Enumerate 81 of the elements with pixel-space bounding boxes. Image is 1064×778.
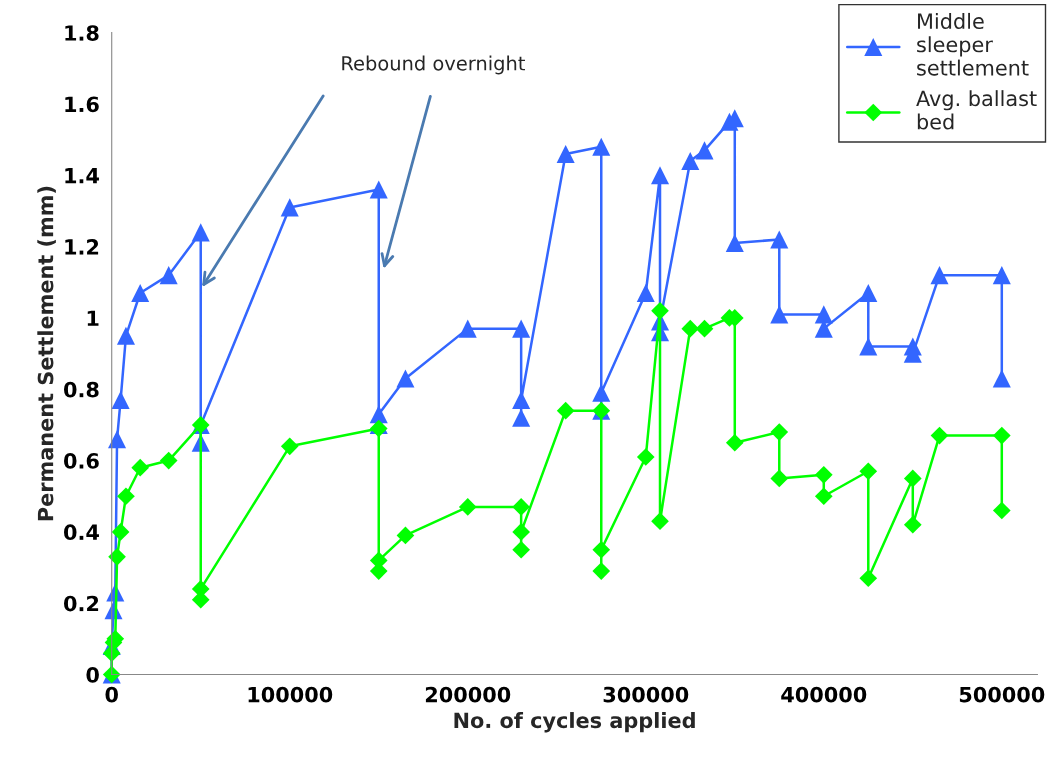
point [814,487,833,506]
point [512,408,531,427]
point [725,433,744,452]
y-axis-title: Permanent Settlement (mm) [37,186,56,521]
x-axis-title: No. of cycles applied [454,712,695,733]
point [930,426,949,445]
point [859,462,878,481]
point [859,283,878,303]
point [903,469,922,488]
point [556,144,575,163]
x-tick-label: 500000 [959,686,1045,703]
point [458,498,477,516]
x-tick-label: 400000 [781,686,867,703]
point [191,223,210,242]
point [770,469,789,488]
point [159,451,178,470]
point [280,437,299,456]
point [695,319,714,338]
point [111,390,130,409]
point [396,526,415,545]
point [512,319,531,338]
y-tick-label: 1.8 [65,25,99,41]
point [592,383,611,402]
legend-label: Avg. ballast bed [916,90,1037,130]
point [636,283,655,303]
point [992,426,1011,445]
point [117,487,135,506]
x-tick-label: 300000 [603,686,689,703]
y-tick-label: 1.6 [65,96,99,113]
point [636,448,655,466]
y-tick-label: 0.6 [64,453,99,469]
point [108,548,126,566]
point [681,152,700,171]
annotation: Rebound overnight [342,55,525,75]
point [369,180,388,199]
y-tick-label: 1.2 [65,239,99,255]
point [814,466,833,484]
point [369,419,388,438]
y-tick-label: 1 [87,310,99,326]
point [992,501,1011,520]
point [159,266,178,285]
point [814,305,833,324]
legend-label: Middle sleeper settlement [917,12,1029,76]
point [770,305,789,324]
point [930,266,949,285]
y-tick-label: 1.4 [65,168,99,184]
point [592,540,611,559]
point [280,198,299,217]
point [770,423,789,441]
point [131,458,150,477]
x-tick-label: 0 [105,686,118,703]
point [651,301,669,320]
point [651,512,669,531]
point [512,523,530,541]
point [859,337,878,356]
y-tick-label: 0 [86,666,99,683]
point [116,326,135,345]
point [131,283,150,303]
point [695,141,714,160]
point [108,430,127,449]
y-tick-label: 0.8 [64,381,99,398]
point [512,498,530,516]
point [650,166,670,185]
point [725,234,744,253]
point [512,540,530,559]
point [903,515,922,534]
point [681,319,700,338]
x-tick-label: 200000 [425,686,511,703]
y-tick-label: 0.4 [64,524,99,541]
y-tick-label: 0.2 [64,595,99,612]
point [396,369,415,388]
point [111,523,130,541]
point [556,401,575,420]
point [592,137,611,156]
point [859,569,878,588]
point [770,230,789,249]
x-tick-label: 100000 [248,686,333,703]
point [992,369,1011,388]
point [458,319,477,338]
point [992,266,1011,285]
point [592,562,611,580]
